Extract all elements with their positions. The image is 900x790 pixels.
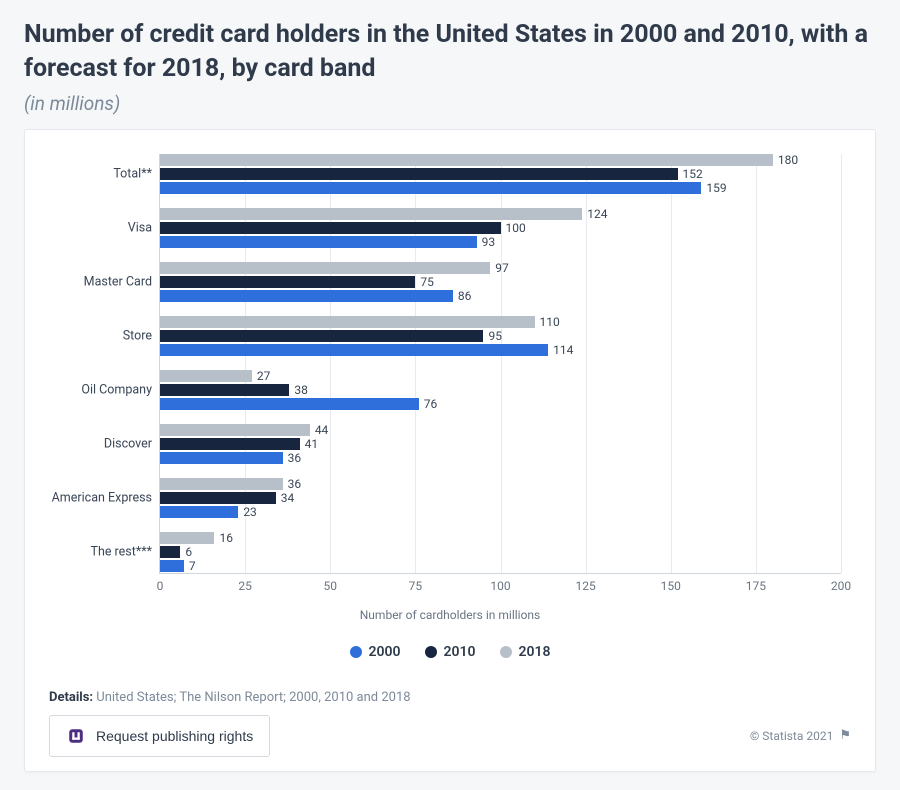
bar-value-label: 100: [506, 221, 526, 235]
chart-bar[interactable]: [160, 560, 184, 572]
chart-bar[interactable]: [160, 168, 678, 180]
chart-bar[interactable]: [160, 316, 535, 328]
chart-bar[interactable]: [160, 330, 483, 342]
request-publishing-button[interactable]: Request publishing rights: [49, 715, 270, 757]
chart-legend: 2000 2010 2018: [49, 644, 851, 660]
category-label: Discover: [50, 437, 152, 452]
details-line: Details: United States; The Nilson Repor…: [49, 690, 851, 705]
chart-bar[interactable]: [160, 546, 180, 558]
chart-bar[interactable]: [160, 290, 453, 302]
bar-value-label: 159: [706, 181, 726, 195]
category-label: Master Card: [50, 275, 152, 290]
chart-bar[interactable]: [160, 424, 310, 436]
copyright-text: © Statista 2021: [750, 729, 833, 743]
legend-label: 2010: [444, 644, 476, 660]
bar-value-label: 34: [281, 491, 295, 505]
chart-bar[interactable]: [160, 452, 283, 464]
xaxis-tick: 150: [661, 579, 681, 593]
bar-value-label: 7: [189, 559, 196, 573]
legend-item[interactable]: 2000: [350, 644, 401, 660]
xaxis-title: Number of cardholders in millions: [49, 608, 851, 622]
request-publishing-label: Request publishing rights: [96, 728, 253, 744]
chart-bar[interactable]: [160, 262, 490, 274]
xaxis-tick: 75: [409, 579, 423, 593]
category-label: Oil Company: [50, 383, 152, 398]
bar-value-label: 27: [257, 369, 271, 383]
details-text: United States; The Nilson Report; 2000, …: [93, 690, 411, 705]
chart-bar[interactable]: [160, 222, 501, 234]
bar-value-label: 23: [243, 505, 257, 519]
chart-bar[interactable]: [160, 506, 238, 518]
bar-value-label: 41: [305, 437, 319, 451]
bar-value-label: 36: [288, 451, 302, 465]
legend-item[interactable]: 2018: [500, 644, 551, 660]
legend-swatch: [425, 646, 437, 658]
page-title: Number of credit card holders in the Uni…: [24, 18, 876, 86]
chart-bar[interactable]: [160, 154, 773, 166]
legend-label: 2018: [519, 644, 551, 660]
bar-value-label: 75: [420, 275, 434, 289]
category-label: Store: [50, 329, 152, 344]
chart-card: 0 25 50 75 100 125 150 175 200 Total** 180 152159 Vi…: [24, 129, 876, 772]
category-label: American Express: [50, 491, 152, 506]
chart-bar[interactable]: [160, 236, 477, 248]
legend-swatch: [500, 646, 512, 658]
legend-item[interactable]: 2010: [425, 644, 476, 660]
gridline: [841, 154, 842, 573]
flag-icon[interactable]: ⚑: [839, 728, 851, 743]
xaxis-tick: 175: [746, 579, 766, 593]
bar-value-label: 36: [288, 477, 302, 491]
bar-value-label: 76: [424, 397, 438, 411]
category-label: The rest***: [50, 545, 152, 560]
category-label: Total**: [50, 167, 152, 182]
category-label: Visa: [50, 221, 152, 236]
chart-bar[interactable]: [160, 492, 276, 504]
chart-bar[interactable]: [160, 276, 415, 288]
bar-value-label: 97: [495, 261, 509, 275]
bar-value-label: 95: [488, 329, 502, 343]
chart-bar[interactable]: [160, 384, 289, 396]
bar-value-label: 114: [553, 343, 573, 357]
xaxis-tick: 25: [238, 579, 252, 593]
chart-bar[interactable]: [160, 344, 548, 356]
bar-value-label: 124: [587, 207, 607, 221]
legend-label: 2000: [369, 644, 401, 660]
chart-bar[interactable]: [160, 208, 582, 220]
bar-value-label: 16: [219, 531, 233, 545]
gridline: [756, 154, 757, 573]
xaxis-tick: 0: [157, 579, 164, 593]
bar-value-label: 38: [294, 383, 308, 397]
chart-bar[interactable]: [160, 438, 300, 450]
chart-bar[interactable]: [160, 398, 419, 410]
chart-bar[interactable]: [160, 532, 214, 544]
chart-bar[interactable]: [160, 478, 283, 490]
xaxis-tick: 100: [490, 579, 510, 593]
chart-bar[interactable]: [160, 370, 252, 382]
legend-swatch: [350, 646, 362, 658]
xaxis-tick: 50: [324, 579, 338, 593]
bar-value-label: 93: [482, 235, 496, 249]
card-footer: Request publishing rights © Statista 202…: [49, 715, 851, 757]
chart-plot-area: 0255075100125150175200Total**180152159Vi…: [159, 154, 841, 574]
bar-value-label: 110: [540, 315, 560, 329]
bar-value-label: 86: [458, 289, 472, 303]
details-label: Details:: [49, 690, 93, 705]
xaxis-tick: 200: [831, 579, 851, 593]
copyright: © Statista 2021 ⚑: [750, 728, 851, 743]
chart-bar[interactable]: [160, 182, 701, 194]
bar-value-label: 152: [683, 167, 703, 181]
bar-value-label: 6: [185, 545, 192, 559]
bar-value-label: 44: [315, 423, 329, 437]
xaxis-tick: 125: [576, 579, 596, 593]
gridline: [671, 154, 672, 573]
page-subtitle: (in millions): [24, 92, 876, 115]
bar-value-label: 180: [778, 153, 798, 167]
publishing-rights-icon: [66, 726, 86, 746]
